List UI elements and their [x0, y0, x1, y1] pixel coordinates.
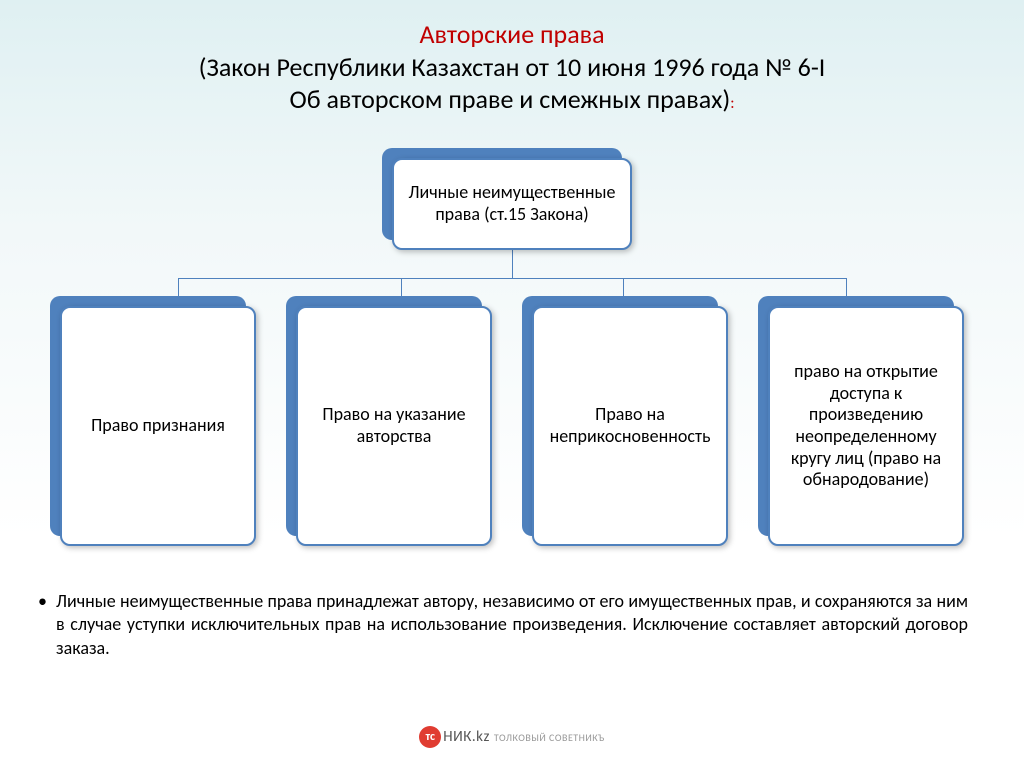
bullet-dot: • [38, 590, 47, 613]
children-row: Право признанияПраво на указание авторст… [40, 306, 984, 546]
child-node: право на открытие доступа к произведению… [768, 306, 964, 546]
title-line3: Об авторском праве и смежных правах) [290, 83, 731, 115]
bullet-content: Личные неимущественные права принадлежат… [56, 590, 968, 659]
connector [178, 278, 846, 279]
slide: Авторские права (Закон Республики Казахс… [0, 0, 1024, 768]
child-node: Право на указание авторства [296, 306, 492, 546]
child-label: Право на указание авторства [296, 306, 492, 546]
root-label: Личные неимущественные права (ст.15 Зако… [392, 158, 632, 250]
child-node: Право признания [60, 306, 256, 546]
title-colon: : [730, 94, 734, 113]
footer-logo: тс НИК.kz ТОЛКОВЫЙ СОВЕТНИКЪ [0, 726, 1024, 748]
logo-tagline: ТОЛКОВЫЙ СОВЕТНИКЪ [494, 731, 605, 744]
logo-brand: НИК.kz [443, 728, 490, 746]
child-label: Право признания [60, 306, 256, 546]
bullet-text: • Личные неимущественные права принадлеж… [56, 590, 968, 660]
logo-mark: тс [419, 726, 441, 748]
slide-title: Авторские права (Закон Республики Казахс… [40, 18, 984, 116]
title-line2: (Закон Республики Казахстан от 10 июня 1… [40, 51, 984, 84]
child-node: Право на неприкосновенность [532, 306, 728, 546]
child-label: право на открытие доступа к произведению… [768, 306, 964, 546]
root-node: Личные неимущественные права (ст.15 Зако… [392, 158, 632, 250]
child-label: Право на неприкосновенность [532, 306, 728, 546]
org-root: Личные неимущественные права (ст.15 Зако… [0, 158, 1024, 250]
title-line1: Авторские права [40, 18, 984, 51]
connector [512, 250, 513, 278]
title-line3-wrapper: Об авторском праве и смежных правах): [40, 83, 984, 116]
